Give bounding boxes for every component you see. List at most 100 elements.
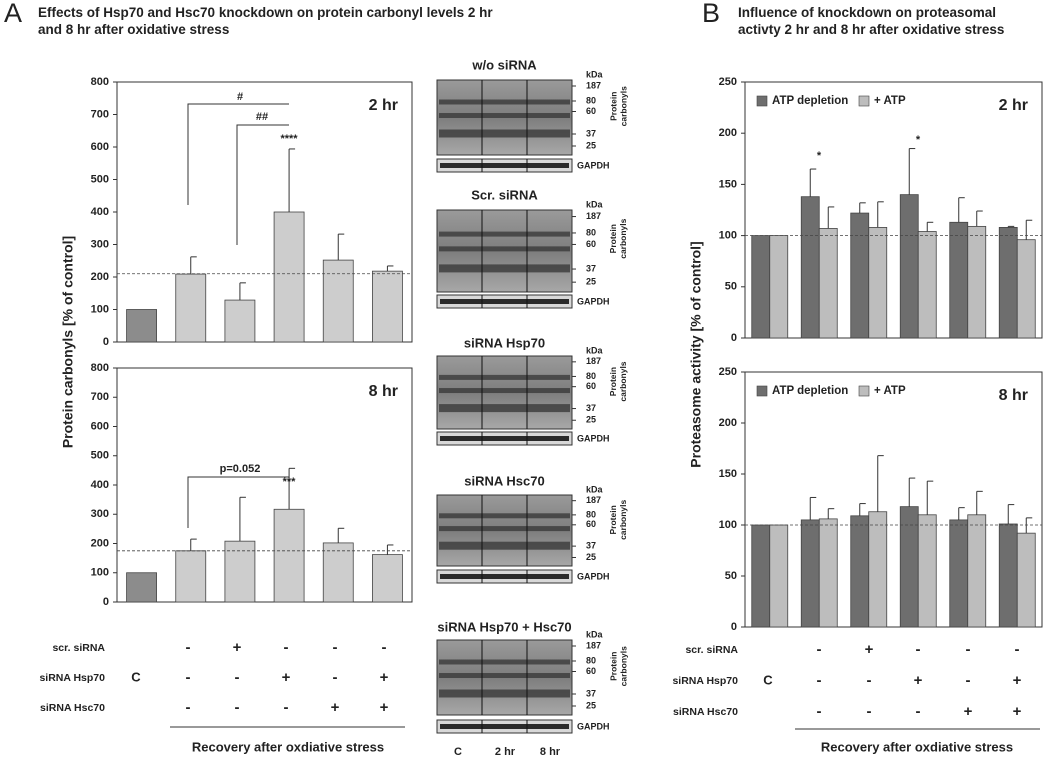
bar [224,540,256,603]
bar [769,524,789,628]
condition-label: siRNA Hsp70 [39,672,105,684]
lane-label: C [454,746,462,758]
y-tick-label: 0 [731,332,737,344]
condition-mark: - [817,703,822,720]
blot-band [439,374,570,380]
marker-label: 60 [586,381,596,391]
bar [917,231,937,339]
y-axis-label: Proteasome activity [% of control] [688,241,704,467]
blot-title: siRNA Hsc70 [464,473,544,488]
bar [800,519,820,628]
blot-side-label: carbonyls [618,500,628,540]
marker-label: 187 [586,640,601,650]
legend-swatch [858,385,870,397]
condition-mark: - [284,639,289,656]
annotation: p=0.052 [220,463,261,475]
blot-band [439,388,570,394]
blot-band [439,264,570,273]
blot-title: w/o siRNA [471,57,537,72]
panel-title: Influence of knockdown on proteasomal ac… [738,5,1005,37]
y-tick-label: 0 [103,336,109,348]
condition-mark: - [333,669,338,686]
marker-label: 187 [586,495,601,505]
marker-label: 37 [586,263,596,273]
bar [224,299,256,343]
condition-mark: - [817,672,822,689]
condition-mark: - [382,639,387,656]
bar [850,515,870,628]
panel-title: Effects of Hsp70 and Hsc70 knockdown on … [38,5,493,37]
condition-label: siRNA Hsc70 [673,706,738,718]
condition-mark: - [966,672,971,689]
bar [372,554,403,603]
panel-letter: A [4,0,23,28]
condition-mark: - [916,703,921,720]
y-tick-label: 400 [91,206,109,218]
bar [868,227,888,339]
marker-label: 60 [586,666,596,676]
blot-band [439,526,570,532]
condition-mark: - [817,641,822,658]
bar [273,508,305,603]
y-tick-label: 800 [91,76,109,88]
blot-band [439,513,570,519]
loading-control-label: GAPDH [577,160,610,170]
legend-swatch [756,385,768,397]
condition-mark: + [233,639,242,656]
legend-swatch [756,95,768,107]
marker-label: 25 [586,277,596,287]
blot-band [439,689,570,698]
plot-frame [116,367,413,603]
footer-label: Recovery after oxdiative stress [821,739,1013,754]
y-tick-label: 300 [91,238,109,250]
gapdh-band [440,299,569,304]
significance-bracket [187,476,289,528]
significance-bracket [236,124,289,245]
y-tick-label: 200 [719,417,737,429]
marker-label: 80 [586,227,596,237]
y-tick-label: 200 [91,271,109,283]
condition-mark: - [186,639,191,656]
bar [126,309,157,343]
bar [818,228,838,339]
condition-label: scr. siRNA [52,642,105,654]
y-tick-label: 100 [91,567,109,579]
panel-label: 2 hr [369,97,398,114]
blot-side-label: carbonyls [618,86,628,126]
bar [949,221,969,339]
blot-side-label: carbonyls [618,361,628,401]
condition-mark: + [380,669,389,686]
blot-side-label: Protein [608,92,618,121]
gapdh-band [440,163,569,168]
legend-label: + ATP [874,385,906,397]
annotation: * [916,134,921,146]
bar [949,519,969,628]
condition-mark: - [867,703,872,720]
condition-mark: - [1015,641,1020,658]
control-label: C [763,672,773,687]
bar [800,196,820,339]
blot-band [439,113,570,118]
y-tick-label: 50 [725,570,737,582]
lane-label: 8 hr [540,746,561,758]
blot-title: siRNA Hsp70 + Hsc70 [437,619,571,634]
bar [917,514,937,628]
annotation: # [237,91,243,103]
bar [769,235,789,339]
panel-label: 8 hr [369,383,398,400]
condition-mark: + [331,699,340,716]
y-tick-label: 100 [719,519,737,531]
condition-mark: - [867,672,872,689]
marker-label: 60 [586,106,596,116]
bar [868,511,888,628]
kda-label: kDa [586,199,604,209]
y-tick-label: 200 [91,537,109,549]
kda-label: kDa [586,484,604,494]
blot-band [439,246,570,252]
y-tick-label: 200 [719,127,737,139]
y-tick-label: 50 [725,281,737,293]
marker-label: 80 [586,95,596,105]
panel-label: 8 hr [999,387,1028,404]
bar [818,518,838,628]
